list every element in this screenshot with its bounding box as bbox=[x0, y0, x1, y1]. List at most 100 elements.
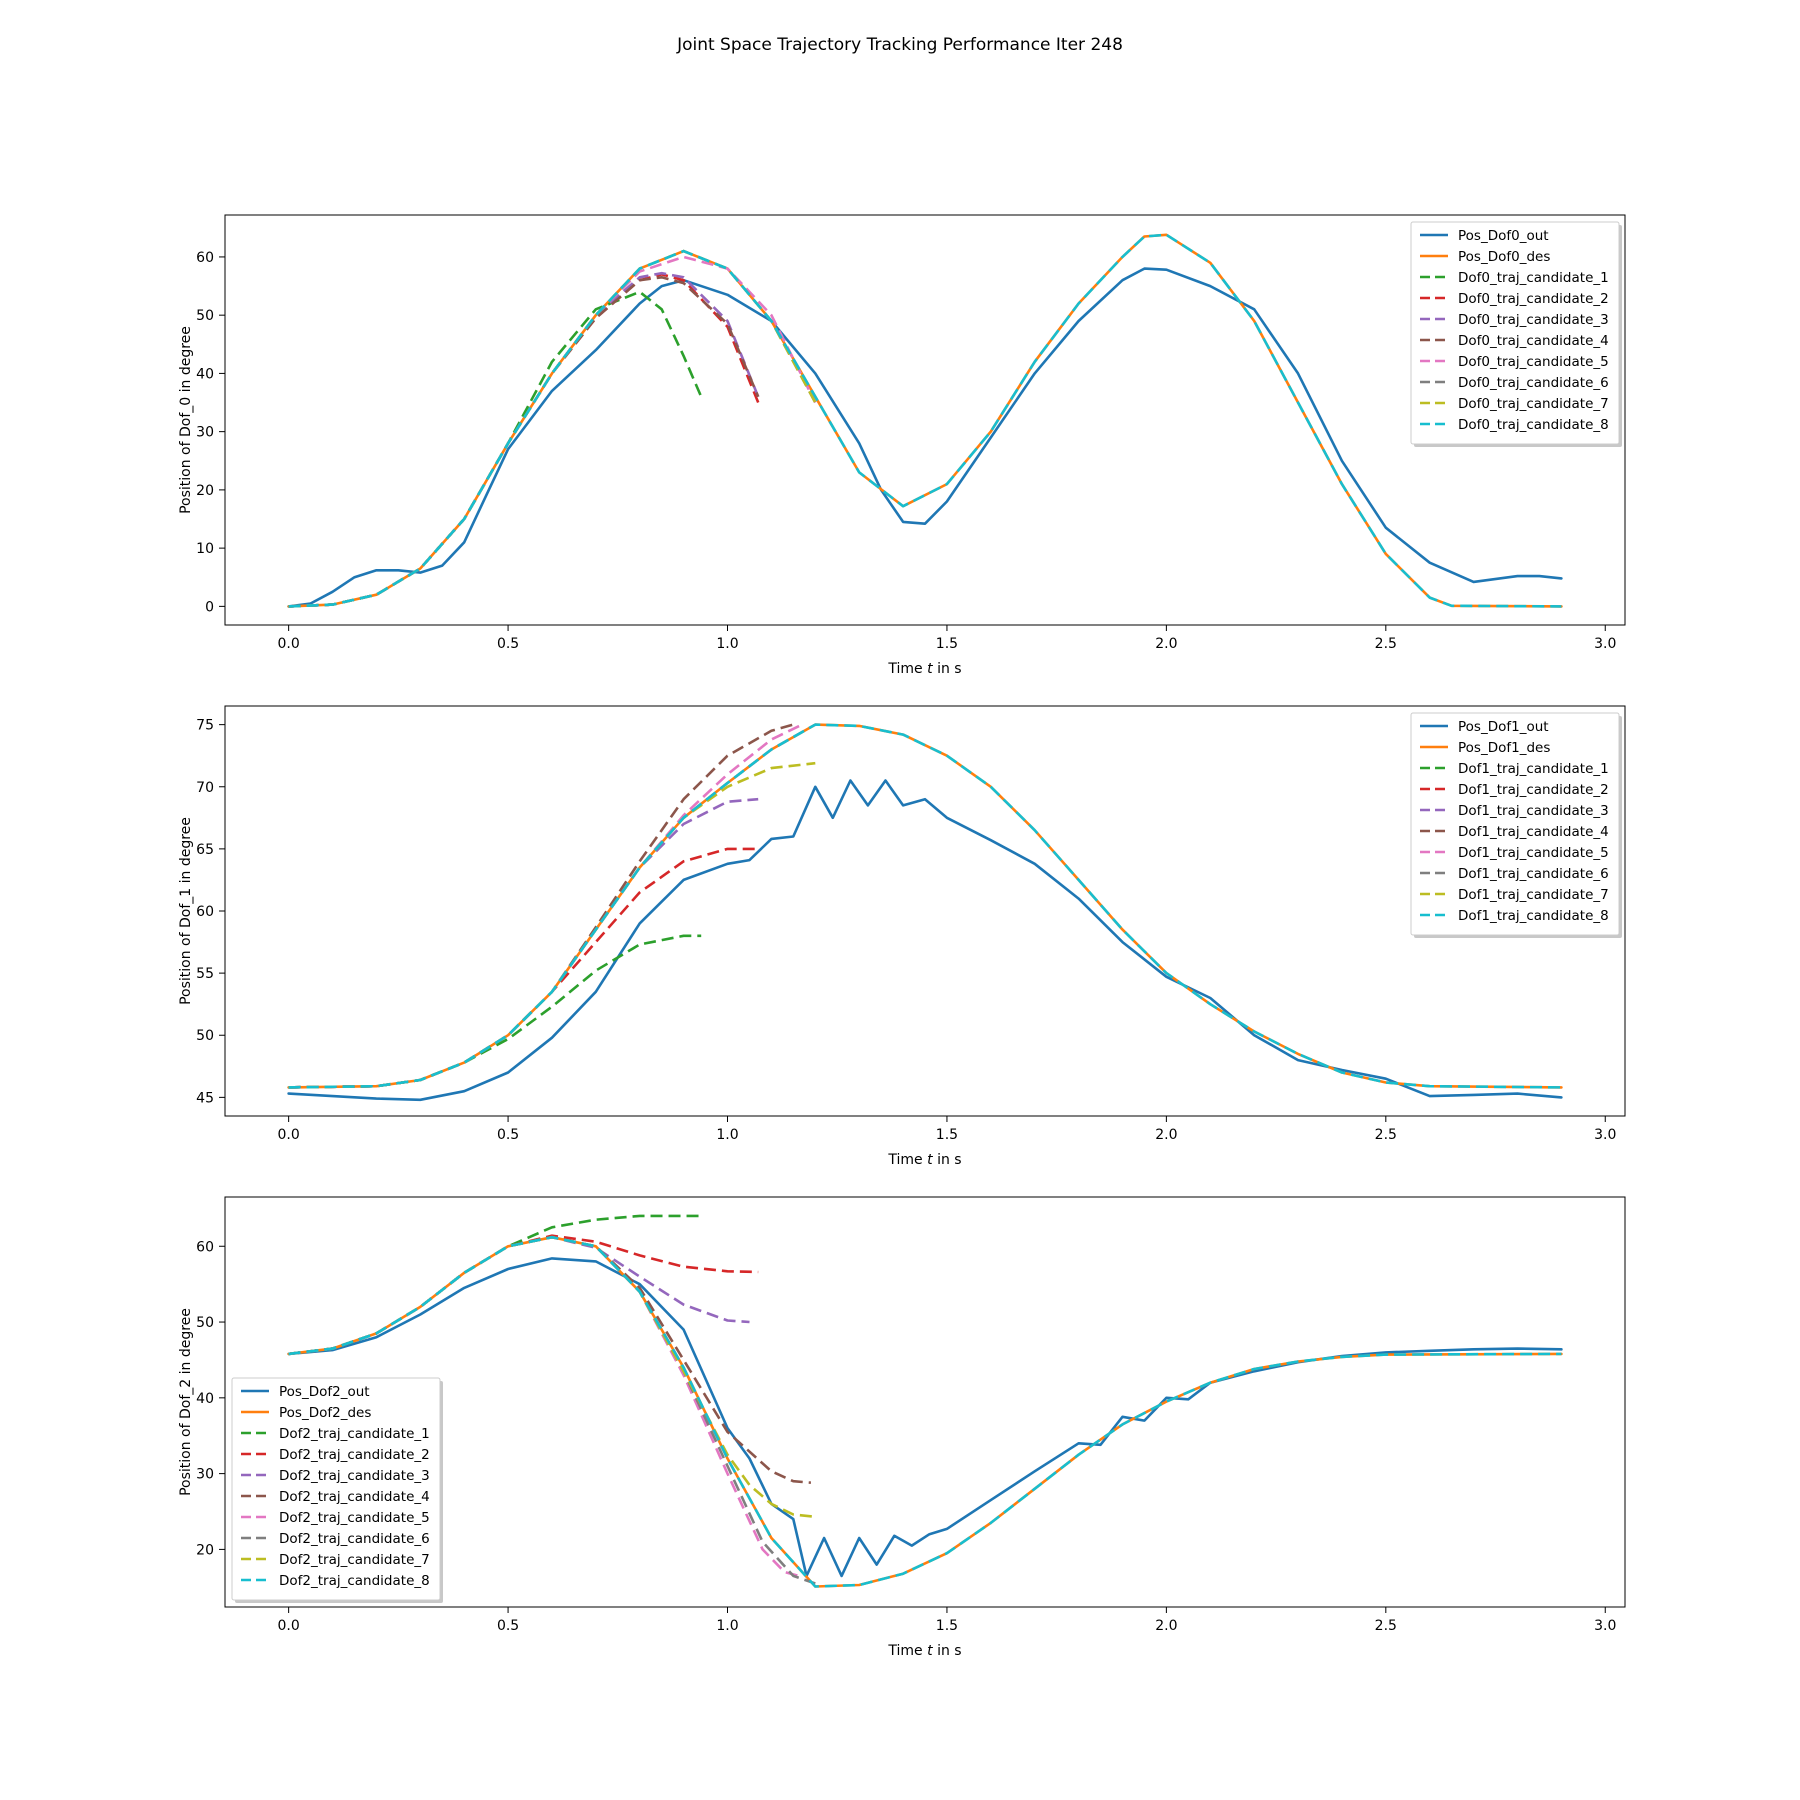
x-tick-label: 1.0 bbox=[716, 636, 738, 652]
legend-label-5: Dof2_traj_candidate_4 bbox=[279, 1489, 430, 1505]
legend-box bbox=[231, 1377, 441, 1601]
x-tick-label: 2.0 bbox=[1155, 1618, 1177, 1634]
legend-label-3: Dof0_traj_candidate_2 bbox=[1458, 291, 1609, 307]
y-tick-label: 70 bbox=[196, 780, 214, 796]
x-axis-label: Time t in s bbox=[887, 1152, 961, 1168]
series-group bbox=[287, 233, 1563, 608]
legend-label-8: Dof2_traj_candidate_7 bbox=[279, 1552, 430, 1568]
figure-title: Joint Space Trajectory Tracking Performa… bbox=[676, 35, 1123, 55]
subplot-1: 0.0 0.5 1.0 1.5 2.0 2.5 3.0 45 50 55 60 65 70 75 Time … bbox=[178, 705, 1626, 1168]
y-tick-label: 60 bbox=[196, 904, 214, 920]
y-tick-label: 50 bbox=[196, 308, 214, 324]
series-line-0 bbox=[287, 267, 1563, 608]
legend-label-1: Pos_Dof0_des bbox=[1458, 249, 1550, 265]
series-line-5 bbox=[288, 723, 794, 1089]
series-line-8 bbox=[288, 249, 817, 608]
x-tick-label: 1.5 bbox=[936, 636, 958, 652]
legend-label-5: Dof0_traj_candidate_4 bbox=[1458, 333, 1609, 349]
series-line-2 bbox=[288, 934, 702, 1089]
axes-frame bbox=[224, 1196, 1626, 1608]
y-tick-label: 65 bbox=[196, 842, 214, 858]
legend-label-7: Dof0_traj_candidate_6 bbox=[1458, 375, 1609, 391]
series-line-9 bbox=[288, 723, 1562, 1089]
x-tick-label: 0.5 bbox=[497, 636, 519, 652]
x-tick-label: 0.5 bbox=[497, 1618, 519, 1634]
x-tick-label: 3.0 bbox=[1594, 636, 1616, 652]
legend-label-2: Dof1_traj_candidate_1 bbox=[1458, 761, 1609, 777]
legend-label-4: Dof2_traj_candidate_3 bbox=[279, 1468, 430, 1484]
legend-label-8: Dof1_traj_candidate_7 bbox=[1458, 887, 1609, 903]
y-tick-label: 30 bbox=[196, 425, 214, 441]
series-line-9 bbox=[288, 1235, 1562, 1588]
y-tick-label: 10 bbox=[196, 541, 214, 557]
x-axis-label: Time t in s bbox=[887, 1643, 961, 1659]
series-group bbox=[287, 723, 1563, 1102]
legend-label-7: Dof2_traj_candidate_6 bbox=[279, 1531, 430, 1547]
legend-label-6: Dof2_traj_candidate_5 bbox=[279, 1510, 430, 1526]
series-line-6 bbox=[288, 723, 803, 1089]
x-tick-label: 2.0 bbox=[1155, 1127, 1177, 1143]
x-tick-label: 3.0 bbox=[1594, 1618, 1616, 1634]
y-tick-label: 0 bbox=[205, 599, 214, 615]
subplot-2: 0.0 0.5 1.0 1.5 2.0 2.5 3.0 20 30 40 50 60 Time t in… bbox=[178, 1196, 1626, 1659]
x-tick-label: 0.0 bbox=[278, 1618, 300, 1634]
x-tick-label: 0.0 bbox=[278, 636, 300, 652]
legend-label-3: Dof2_traj_candidate_2 bbox=[279, 1447, 430, 1463]
series-line-2 bbox=[288, 290, 703, 608]
legend-label-4: Dof1_traj_candidate_3 bbox=[1458, 803, 1609, 819]
legend-label-7: Dof1_traj_candidate_6 bbox=[1458, 866, 1609, 882]
legend-label-8: Dof0_traj_candidate_7 bbox=[1458, 396, 1609, 412]
x-tick-label: 1.0 bbox=[716, 1127, 738, 1143]
legend: Pos_Dof0_out Pos_Dof0_des Dof0_traj_candid… bbox=[1410, 221, 1622, 447]
y-tick-label: 55 bbox=[196, 966, 214, 982]
axes-frame bbox=[224, 214, 1626, 626]
series-line-3 bbox=[288, 847, 759, 1089]
legend: Pos_Dof2_out Pos_Dof2_des Dof2_traj_candid… bbox=[231, 1377, 443, 1603]
y-tick-label: 60 bbox=[196, 250, 214, 266]
y-axis-label: Position of Dof_0 in degree bbox=[178, 326, 194, 514]
series-line-0 bbox=[287, 1257, 1563, 1578]
series-line-1 bbox=[287, 233, 1563, 608]
legend: Pos_Dof1_out Pos_Dof1_des Dof1_traj_candid… bbox=[1410, 712, 1622, 938]
legend-label-5: Dof1_traj_candidate_4 bbox=[1458, 824, 1609, 840]
legend-label-1: Pos_Dof2_des bbox=[279, 1405, 371, 1421]
series-line-6 bbox=[288, 255, 817, 608]
legend-label-9: Dof0_traj_candidate_8 bbox=[1458, 417, 1609, 433]
x-tick-label: 1.5 bbox=[936, 1618, 958, 1634]
x-tick-label: 2.0 bbox=[1155, 636, 1177, 652]
legend-label-2: Dof0_traj_candidate_1 bbox=[1458, 270, 1609, 286]
y-axis-label: Position of Dof_1 in degree bbox=[178, 817, 194, 1005]
y-tick-label: 50 bbox=[196, 1315, 214, 1331]
x-axis-label: Time t in s bbox=[887, 661, 961, 677]
series-line-1 bbox=[287, 1235, 1563, 1588]
x-tick-label: 0.0 bbox=[278, 1127, 300, 1143]
legend-box bbox=[1410, 221, 1620, 445]
y-tick-label: 40 bbox=[196, 1391, 214, 1407]
legend-label-0: Pos_Dof2_out bbox=[279, 1384, 370, 1400]
y-tick-label: 20 bbox=[196, 1542, 214, 1558]
y-tick-label: 50 bbox=[196, 1028, 214, 1044]
series-group bbox=[287, 1214, 1563, 1588]
y-axis-label: Position of Dof_2 in degree bbox=[178, 1308, 194, 1496]
legend-label-2: Dof2_traj_candidate_1 bbox=[279, 1426, 430, 1442]
plots: 0.0 0.5 1.0 1.5 2.0 2.5 3.0 0 10 20 30 40 50 60 Time t… bbox=[178, 214, 1626, 1659]
series-line-0 bbox=[287, 779, 1563, 1102]
legend-label-0: Pos_Dof1_out bbox=[1458, 719, 1549, 735]
series-line-9 bbox=[288, 233, 1562, 608]
legend-label-4: Dof0_traj_candidate_3 bbox=[1458, 312, 1609, 328]
series-line-4 bbox=[288, 271, 760, 608]
x-tick-label: 1.0 bbox=[716, 1618, 738, 1634]
y-tick-label: 40 bbox=[196, 366, 214, 382]
series-line-3 bbox=[288, 273, 760, 608]
series-line-5 bbox=[288, 276, 760, 608]
series-line-4 bbox=[288, 797, 759, 1089]
series-line-1 bbox=[287, 723, 1563, 1089]
y-tick-label: 45 bbox=[196, 1090, 214, 1106]
subplot-0: 0.0 0.5 1.0 1.5 2.0 2.5 3.0 0 10 20 30 40 50 60 Time t… bbox=[178, 214, 1626, 677]
legend-label-6: Dof0_traj_candidate_5 bbox=[1458, 354, 1609, 370]
x-tick-label: 3.0 bbox=[1594, 1127, 1616, 1143]
legend-label-1: Pos_Dof1_des bbox=[1458, 740, 1550, 756]
y-tick-label: 20 bbox=[196, 483, 214, 499]
x-tick-label: 2.5 bbox=[1375, 636, 1397, 652]
